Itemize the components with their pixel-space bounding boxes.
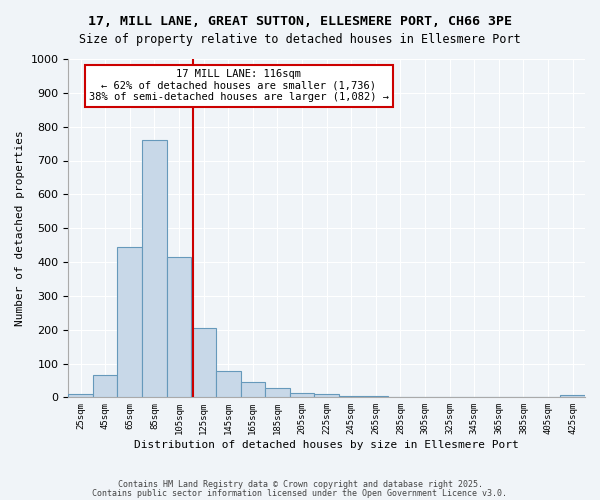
Bar xyxy=(118,247,142,398)
Bar xyxy=(265,388,290,398)
Text: 17 MILL LANE: 116sqm
← 62% of detached houses are smaller (1,736)
38% of semi-de: 17 MILL LANE: 116sqm ← 62% of detached h… xyxy=(89,69,389,102)
Text: 17, MILL LANE, GREAT SUTTON, ELLESMERE PORT, CH66 3PE: 17, MILL LANE, GREAT SUTTON, ELLESMERE P… xyxy=(88,15,512,28)
Bar xyxy=(167,257,191,398)
Bar xyxy=(314,394,339,398)
Y-axis label: Number of detached properties: Number of detached properties xyxy=(15,130,25,326)
Bar xyxy=(216,371,241,398)
Text: Size of property relative to detached houses in Ellesmere Port: Size of property relative to detached ho… xyxy=(79,32,521,46)
Bar xyxy=(364,396,388,398)
Bar xyxy=(560,394,585,398)
Bar xyxy=(142,140,167,398)
Bar xyxy=(339,396,364,398)
Bar xyxy=(191,328,216,398)
Bar xyxy=(93,376,118,398)
Bar xyxy=(241,382,265,398)
Bar xyxy=(68,394,93,398)
Text: Contains HM Land Registry data © Crown copyright and database right 2025.: Contains HM Land Registry data © Crown c… xyxy=(118,480,482,489)
X-axis label: Distribution of detached houses by size in Ellesmere Port: Distribution of detached houses by size … xyxy=(134,440,519,450)
Bar xyxy=(290,394,314,398)
Text: Contains public sector information licensed under the Open Government Licence v3: Contains public sector information licen… xyxy=(92,488,508,498)
